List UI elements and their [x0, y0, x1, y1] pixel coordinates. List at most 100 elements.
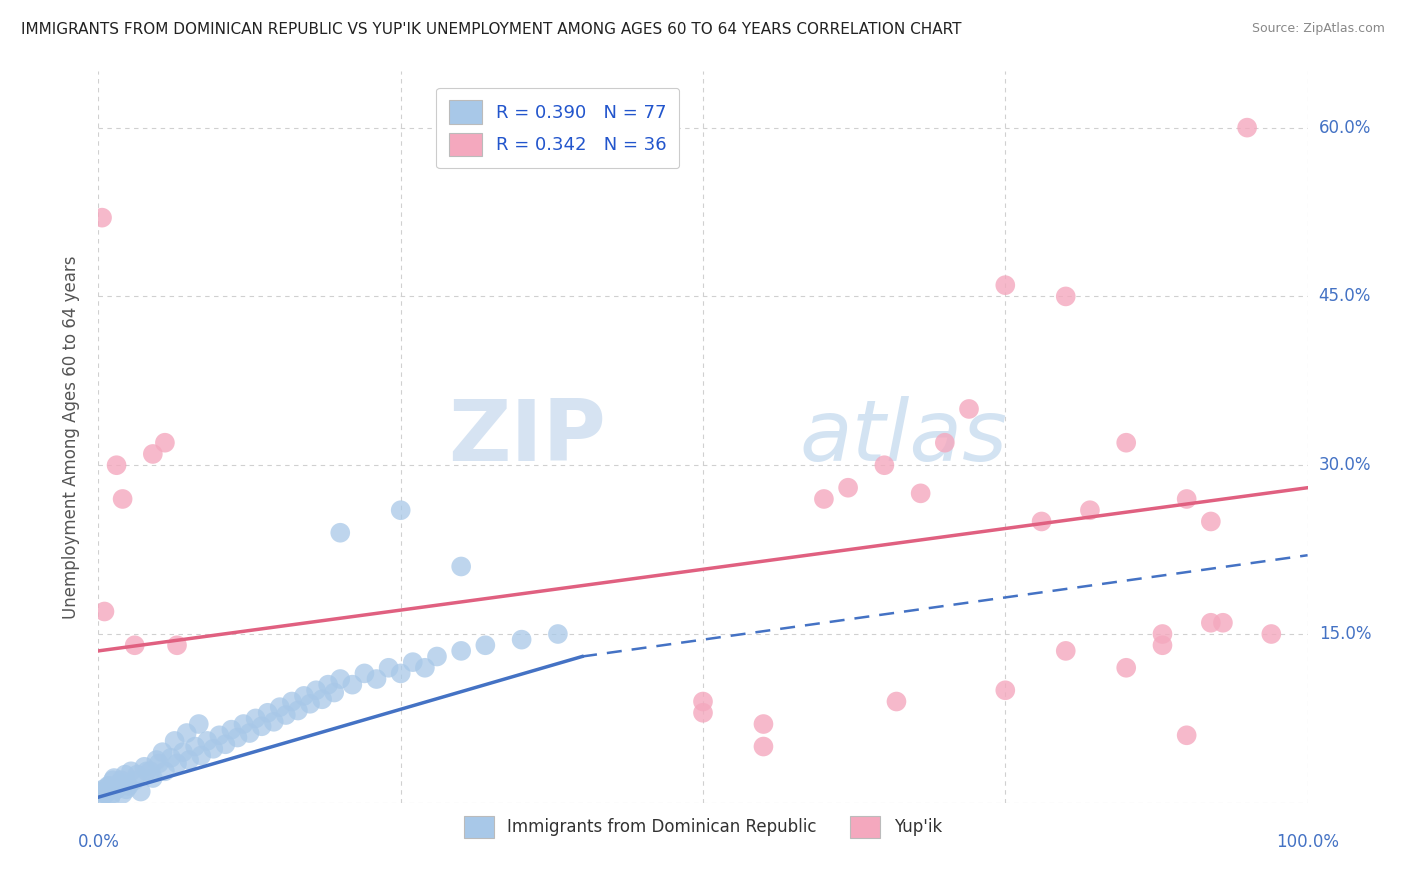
Point: [145, 753, 167, 767]
Text: Source: ZipAtlas.com: Source: ZipAtlas.com: [1251, 22, 1385, 36]
Point: [202, 741, 225, 756]
Point: [752, 717, 775, 731]
Point: [353, 666, 375, 681]
Point: [366, 672, 388, 686]
Point: [184, 739, 207, 754]
Text: 45.0%: 45.0%: [1319, 287, 1371, 305]
Point: [994, 683, 1017, 698]
Point: [1212, 615, 1234, 630]
Point: [323, 685, 346, 699]
Point: [692, 694, 714, 708]
Point: [547, 627, 569, 641]
Point: [1152, 627, 1174, 641]
Point: [910, 486, 932, 500]
Point: [166, 638, 188, 652]
Point: [287, 704, 309, 718]
Point: [100, 787, 122, 801]
Point: [139, 764, 162, 779]
Point: [239, 726, 262, 740]
Point: [389, 666, 412, 681]
Point: [124, 773, 146, 788]
Point: [232, 717, 254, 731]
Point: [934, 435, 956, 450]
Point: [100, 790, 122, 805]
Point: [148, 756, 170, 771]
Point: [957, 401, 980, 416]
Point: [269, 700, 291, 714]
Point: [152, 745, 174, 759]
Point: [342, 678, 364, 692]
Text: atlas: atlas: [800, 395, 1008, 479]
Point: [129, 784, 152, 798]
Point: [98, 779, 121, 793]
Point: [837, 481, 859, 495]
Point: [172, 745, 194, 759]
Legend: Immigrants from Dominican Republic, Yup'ik: Immigrants from Dominican Republic, Yup'…: [453, 805, 953, 849]
Point: [450, 644, 472, 658]
Point: [142, 447, 165, 461]
Point: [91, 784, 114, 798]
Point: [93, 605, 115, 619]
Point: [1031, 515, 1053, 529]
Point: [120, 764, 142, 779]
Point: [160, 751, 183, 765]
Point: [389, 503, 412, 517]
Text: ZIP: ZIP: [449, 395, 606, 479]
Point: [305, 683, 328, 698]
Point: [316, 678, 339, 692]
Point: [692, 706, 714, 720]
Point: [245, 711, 267, 725]
Point: [114, 767, 136, 781]
Point: [153, 435, 176, 450]
Point: [474, 638, 496, 652]
Point: [329, 672, 352, 686]
Point: [94, 787, 117, 801]
Point: [813, 491, 835, 506]
Point: [190, 748, 212, 763]
Point: [450, 559, 472, 574]
Point: [214, 737, 236, 751]
Point: [179, 753, 201, 767]
Point: [127, 767, 149, 781]
Point: [90, 790, 112, 805]
Text: 100.0%: 100.0%: [1277, 833, 1339, 851]
Point: [163, 734, 186, 748]
Point: [1236, 120, 1258, 135]
Text: 15.0%: 15.0%: [1319, 625, 1371, 643]
Point: [118, 779, 141, 793]
Point: [402, 655, 425, 669]
Point: [1078, 503, 1101, 517]
Point: [195, 734, 218, 748]
Point: [97, 779, 120, 793]
Point: [142, 771, 165, 785]
Point: [226, 731, 249, 745]
Point: [107, 779, 129, 793]
Point: [994, 278, 1017, 293]
Point: [1054, 644, 1077, 658]
Text: IMMIGRANTS FROM DOMINICAN REPUBLIC VS YUP'IK UNEMPLOYMENT AMONG AGES 60 TO 64 YE: IMMIGRANTS FROM DOMINICAN REPUBLIC VS YU…: [21, 22, 962, 37]
Point: [413, 661, 436, 675]
Point: [91, 211, 114, 225]
Point: [263, 714, 285, 729]
Point: [176, 726, 198, 740]
Point: [105, 782, 128, 797]
Point: [281, 694, 304, 708]
Point: [115, 782, 138, 797]
Point: [1054, 289, 1077, 303]
Point: [221, 723, 243, 737]
Point: [1115, 435, 1137, 450]
Text: 60.0%: 60.0%: [1319, 119, 1371, 136]
Text: 30.0%: 30.0%: [1319, 456, 1371, 475]
Point: [299, 697, 322, 711]
Point: [329, 525, 352, 540]
Point: [208, 728, 231, 742]
Point: [166, 756, 188, 771]
Point: [153, 764, 176, 779]
Point: [111, 787, 134, 801]
Point: [256, 706, 278, 720]
Point: [1260, 627, 1282, 641]
Point: [250, 719, 273, 733]
Point: [510, 632, 533, 647]
Text: 0.0%: 0.0%: [77, 833, 120, 851]
Point: [93, 787, 115, 801]
